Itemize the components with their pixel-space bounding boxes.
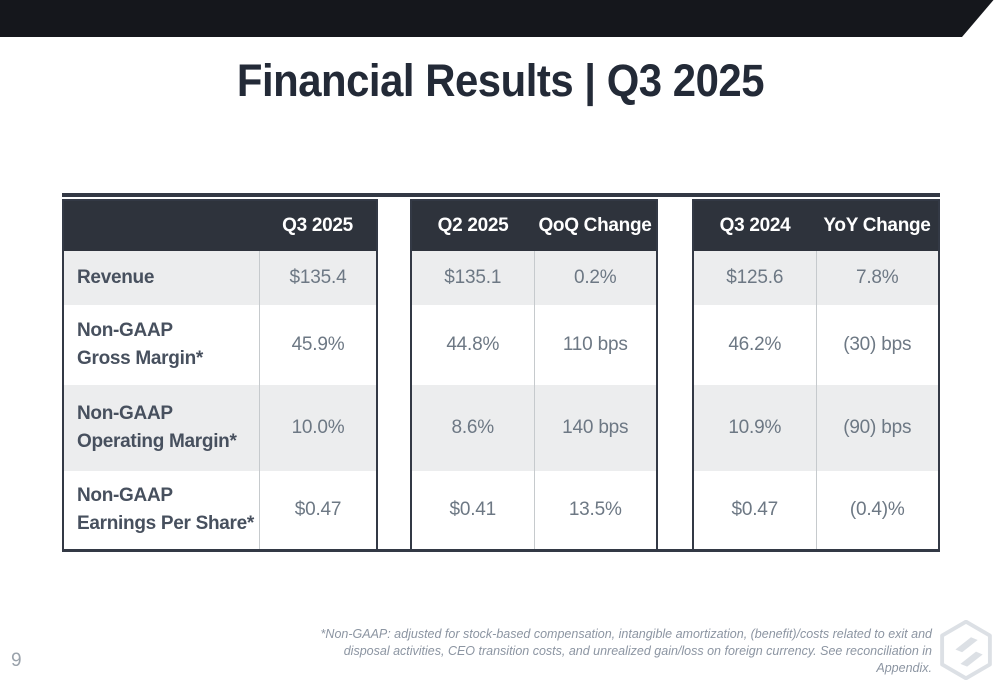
group3-header-row: Q3 2024 YoY Change — [694, 201, 938, 251]
cell-gross-margin-qoq: 110 bps — [533, 305, 657, 385]
cell-operating-margin-q3-2024: 10.9% — [728, 417, 782, 438]
cell-operating-margin-yoy: (90) bps — [815, 385, 939, 471]
table-row: $135.1 0.2% — [412, 251, 656, 305]
table-row: Revenue $135.4 — [64, 251, 376, 305]
table-row: Non-GAAP Gross Margin* 45.9% — [64, 305, 376, 385]
column-header-q2-2025: Q2 2025 — [437, 215, 509, 236]
cell-gross-margin-yoy: (30) bps — [815, 305, 939, 385]
row-label-operating-margin: Non-GAAP Operating Margin* — [77, 403, 237, 452]
cell-eps-q2-2025: $0.41 — [449, 499, 497, 520]
cell-eps-qoq: 13.5% — [533, 471, 657, 549]
table-row: 46.2% (30) bps — [694, 305, 938, 385]
table-top-rule — [62, 193, 940, 197]
table-row: Non-GAAP Earnings Per Share* $0.47 — [64, 471, 376, 549]
cell-operating-margin-q2-2025: 8.6% — [451, 417, 494, 438]
non-gaap-footnote: *Non-GAAP: adjusted for stock-based comp… — [292, 626, 932, 677]
row-label-revenue: Revenue — [77, 267, 155, 288]
cell-gross-margin-q3-2025: 45.9% — [259, 305, 376, 385]
table-row: $0.47 (0.4)% — [694, 471, 938, 549]
table-row: 10.9% (90) bps — [694, 385, 938, 471]
footnote-line-2: disposal activities, CEO transition cost… — [343, 644, 932, 675]
table-row: 8.6% 140 bps — [412, 385, 656, 471]
slide-title: Financial Results | Q3 2025 — [0, 55, 1000, 107]
group1-header-row: Q3 2025 — [64, 201, 376, 251]
cell-eps-q3-2025: $0.47 — [259, 471, 376, 549]
cell-eps-yoy: (0.4)% — [815, 471, 939, 549]
footnote-line-1: *Non-GAAP: adjusted for stock-based comp… — [320, 627, 932, 641]
column-header-q3-2024: Q3 2024 — [719, 215, 791, 236]
cell-gross-margin-q2-2025: 44.8% — [446, 334, 500, 355]
hexagon-slash-logo-icon — [940, 620, 992, 680]
cell-gross-margin-q3-2024: 46.2% — [728, 334, 782, 355]
top-accent-bar — [0, 0, 994, 37]
column-header-qoq-change: QoQ Change — [538, 215, 652, 236]
cell-revenue-yoy: 7.8% — [815, 251, 939, 305]
group2-header-row: Q2 2025 QoQ Change — [412, 201, 656, 251]
slide-title-text: Financial Results | Q3 2025 — [236, 55, 764, 106]
cell-operating-margin-qoq: 140 bps — [533, 385, 657, 471]
page-number: 9 — [11, 650, 22, 671]
cell-revenue-qoq: 0.2% — [533, 251, 657, 305]
cell-operating-margin-q3-2025: 10.0% — [259, 385, 376, 471]
cell-eps-q3-2024: $0.47 — [731, 499, 779, 520]
table-group-q2-2025: Q2 2025 QoQ Change $135.1 0.2% 44.8% 110… — [410, 199, 658, 549]
row-label-eps: Non-GAAP Earnings Per Share* — [77, 485, 254, 534]
column-header-yoy-change: YoY Change — [823, 215, 931, 236]
financial-results-table: Q3 2025 Revenue $135.4 Non-GAAP Gross Ma… — [62, 193, 940, 552]
table-row: 44.8% 110 bps — [412, 305, 656, 385]
table-group-q3-2024: Q3 2024 YoY Change $125.6 7.8% 46.2% (30… — [692, 199, 940, 549]
table-row: $0.41 13.5% — [412, 471, 656, 549]
cell-revenue-q2-2025: $135.1 — [444, 267, 502, 288]
row-label-gross-margin: Non-GAAP Gross Margin* — [77, 320, 203, 369]
table-row: Non-GAAP Operating Margin* 10.0% — [64, 385, 376, 471]
table-groups: Q3 2025 Revenue $135.4 Non-GAAP Gross Ma… — [62, 199, 940, 549]
cell-revenue-q3-2024: $125.6 — [726, 267, 784, 288]
table-row: $125.6 7.8% — [694, 251, 938, 305]
cell-revenue-q3-2025: $135.4 — [259, 251, 376, 305]
table-group-q3-2025: Q3 2025 Revenue $135.4 Non-GAAP Gross Ma… — [62, 199, 378, 549]
column-header-q3-2025: Q3 2025 — [282, 215, 353, 236]
table-bottom-rule — [62, 549, 940, 552]
